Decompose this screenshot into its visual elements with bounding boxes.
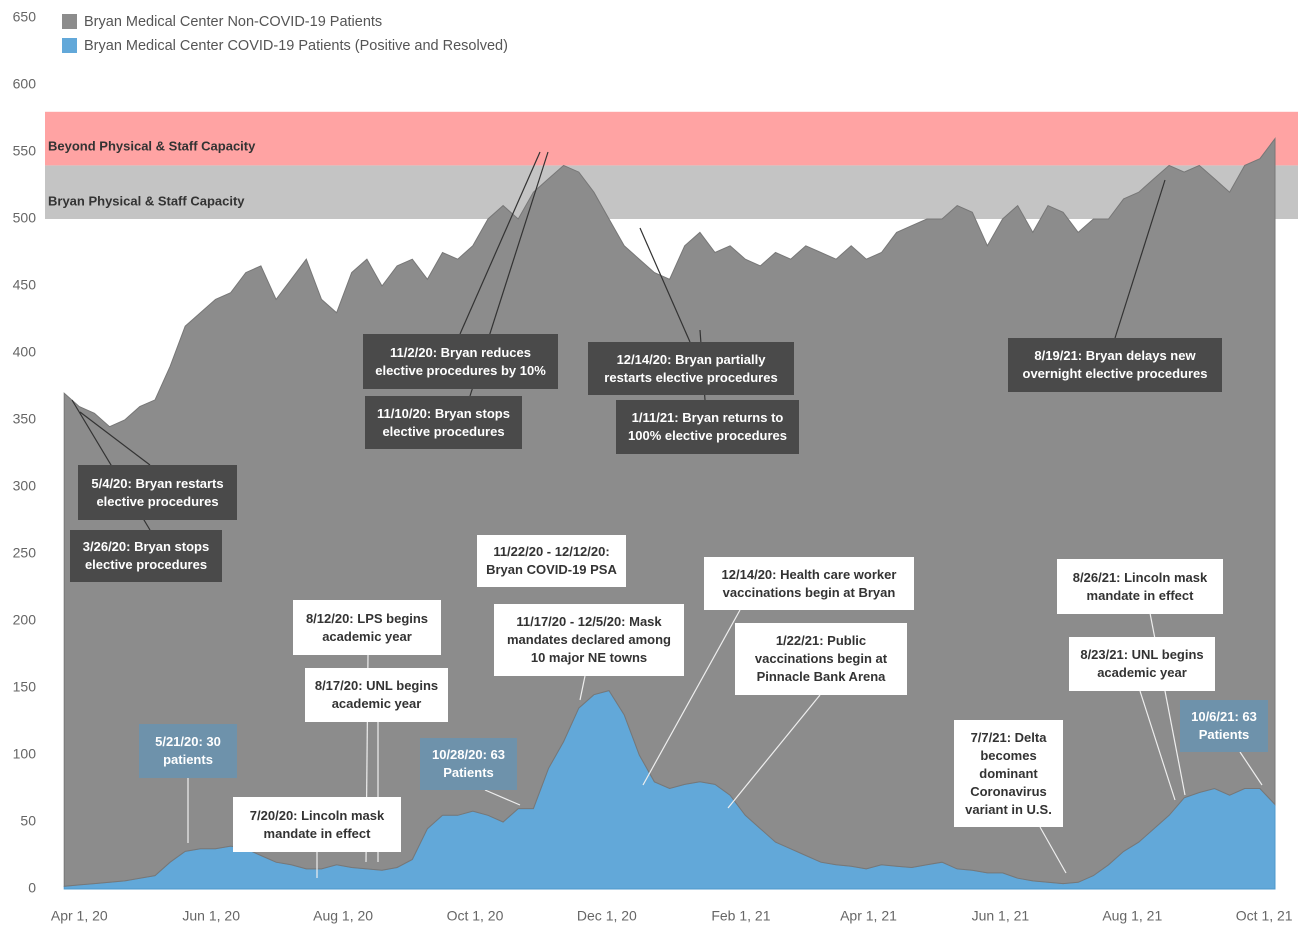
y-tick-label: 500 — [13, 210, 37, 226]
annotation: 8/23/21: UNL begins academic year — [1069, 637, 1215, 691]
legend-swatch — [62, 14, 77, 29]
leader — [1039, 826, 1067, 874]
leader — [1239, 751, 1263, 786]
x-tick-label: Oct 1, 21 — [1236, 908, 1293, 924]
legend-label: Bryan Medical Center Non-COVID-19 Patien… — [84, 14, 382, 30]
annotation: 11/2/20: Bryan reduces elective procedur… — [363, 334, 558, 389]
legend-label: Bryan Medical Center COVID-19 Patients (… — [84, 38, 508, 54]
x-tick-label: Jun 1, 20 — [182, 908, 240, 924]
legend-swatch — [62, 38, 77, 53]
annotation: 8/19/21: Bryan delays new overnight elec… — [1008, 338, 1222, 392]
annotation: 3/26/20: Bryan stops elective procedures — [70, 530, 222, 582]
leader — [727, 694, 821, 809]
x-tick-label: Aug 1, 20 — [313, 908, 373, 924]
annotation: 10/28/20: 63 Patients — [420, 738, 517, 790]
x-tick-label: Dec 1, 20 — [577, 908, 637, 924]
y-tick-label: 400 — [13, 344, 37, 360]
leader — [639, 227, 691, 343]
annotation: 11/10/20: Bryan stops elective procedure… — [365, 396, 522, 449]
light-leaders — [187, 609, 1263, 878]
y-tick-label: 600 — [13, 76, 37, 92]
band-label: Bryan Physical & Staff Capacity — [48, 193, 245, 208]
annotation: 8/17/20: UNL begins academic year — [305, 668, 448, 722]
annotation: 7/20/20: Lincoln mask mandate in effect — [233, 797, 401, 852]
capacity-band — [45, 165, 1298, 219]
annotation: 11/22/20 - 12/12/20: Bryan COVID-19 PSA — [477, 535, 626, 587]
y-tick-label: 50 — [20, 813, 36, 829]
capacity-band — [45, 111, 1298, 166]
annotation: 8/12/20: LPS begins academic year — [293, 600, 441, 655]
x-tick-label: Apr 1, 20 — [51, 908, 108, 924]
x-tick-label: Oct 1, 20 — [447, 908, 504, 924]
annotation: 5/4/20: Bryan restarts elective procedur… — [78, 465, 237, 520]
leader — [579, 675, 586, 701]
annotation: 7/7/21: Delta becomes dominant Coronavir… — [954, 720, 1063, 827]
y-tick-label: 350 — [13, 411, 37, 427]
annotation: 12/14/20: Bryan partially restarts elect… — [588, 342, 794, 395]
x-tick-label: Aug 1, 21 — [1102, 908, 1162, 924]
annotation: 1/11/21: Bryan returns to 100% elective … — [616, 400, 799, 454]
y-tick-label: 200 — [13, 612, 37, 628]
band-label: Beyond Physical & Staff Capacity — [48, 138, 256, 153]
leader — [459, 151, 541, 335]
leader — [1114, 179, 1166, 339]
leader — [642, 609, 741, 786]
x-tick-label: Jun 1, 21 — [972, 908, 1030, 924]
leader — [1139, 690, 1176, 801]
annotation: 11/17/20 - 12/5/20: Mask mandates declar… — [494, 604, 684, 676]
y-tick-label: 0 — [28, 880, 36, 896]
y-tick-label: 150 — [13, 679, 37, 695]
y-tick-label: 550 — [13, 143, 37, 159]
annotation: 10/6/21: 63 Patients — [1180, 700, 1268, 752]
y-tick-label: 250 — [13, 545, 37, 561]
y-tick-label: 100 — [13, 746, 37, 762]
annotation: 8/26/21: Lincoln mask mandate in effect — [1057, 559, 1223, 614]
y-tick-label: 450 — [13, 277, 37, 293]
y-tick-label: 300 — [13, 478, 37, 494]
leader — [79, 411, 151, 466]
x-tick-label: Feb 1, 21 — [711, 908, 770, 924]
annotation: 1/22/21: Public vaccinations begin at Pi… — [735, 623, 907, 695]
x-tick-label: Apr 1, 21 — [840, 908, 897, 924]
leader — [484, 789, 521, 806]
annotation: 5/21/20: 30 patients — [139, 724, 237, 778]
annotation: 12/14/20: Health care worker vaccination… — [704, 557, 914, 610]
y-tick-label: 650 — [13, 9, 37, 25]
